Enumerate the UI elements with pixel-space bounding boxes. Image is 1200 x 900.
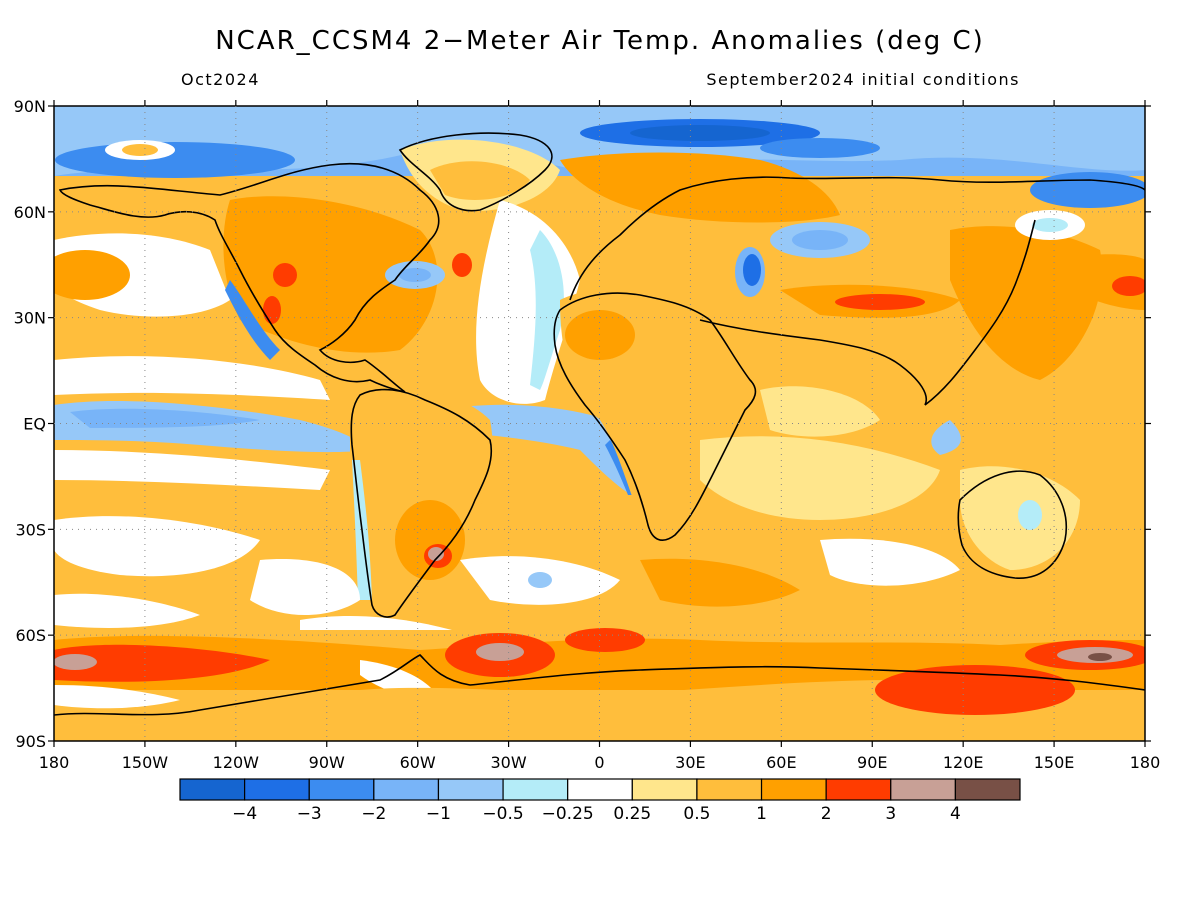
lon-tick-label: 120W — [213, 753, 260, 772]
colorbar-label: 1 — [756, 804, 767, 824]
lon-tick-label: 150W — [122, 753, 169, 772]
lon-tick-label: 150E — [1034, 753, 1075, 772]
colorbar-label: −0.5 — [482, 804, 523, 824]
lat-tick-label: 60S — [15, 626, 46, 645]
colorbar-label: −0.25 — [542, 804, 594, 824]
lat-tick-label: EQ — [23, 415, 46, 434]
initial-conditions-label: September2024 initial conditions — [706, 70, 1020, 89]
colorbar-label: −4 — [232, 804, 257, 824]
colorbar-swatch — [760, 778, 827, 801]
lon-tick-label: 0 — [594, 753, 604, 772]
colorbar-swatch — [954, 778, 1021, 801]
anomaly-field — [54, 106, 1145, 741]
figure-title: NCAR_CCSM4 2−Meter Air Temp. Anomalies (… — [215, 26, 985, 56]
colorbar: −4 −3 −2 −1 −0.5 −0.25 0.25 0.5 1 2 3 4 — [179, 778, 1021, 824]
lat-tick-label: 90S — [15, 732, 46, 751]
colorbar-swatch — [631, 778, 698, 801]
colorbar-label: −2 — [361, 804, 386, 824]
colorbar-swatch — [244, 778, 310, 801]
lat-tick-label: 30S — [15, 520, 46, 539]
colorbar-swatch — [308, 778, 375, 801]
colorbar-swatch — [179, 778, 246, 801]
colorbar-swatch — [890, 778, 956, 801]
colorbar-swatch — [437, 778, 504, 801]
lon-tick-label: 30W — [490, 753, 526, 772]
valid-month-label: Oct2024 — [181, 70, 260, 89]
colorbar-label: 4 — [950, 804, 961, 824]
lon-tick-label: 60W — [400, 753, 436, 772]
colorbar-label: 0.5 — [683, 804, 710, 824]
lat-tick-label: 90N — [14, 97, 46, 116]
colorbar-label: −1 — [426, 804, 451, 824]
lon-tick-label: 30E — [675, 753, 705, 772]
colorbar-label: −3 — [297, 804, 322, 824]
lat-tick-label: 60N — [14, 203, 46, 222]
colorbar-swatch — [825, 778, 892, 801]
colorbar-swatch — [696, 778, 763, 801]
lat-tick-label: 30N — [14, 309, 46, 328]
colorbar-swatch — [502, 778, 569, 801]
colorbar-swatch — [567, 778, 633, 801]
lon-tick-label: 180 — [1130, 753, 1161, 772]
longitude-labels: 180 150W 120W 90W 60W 30W 0 30E 60E 90E 120E 150E 18… — [39, 753, 1161, 772]
lon-tick-label: 60E — [766, 753, 796, 772]
latitude-labels: 90N 60N 30N EQ 30S 60S 90S — [14, 97, 46, 751]
coastlines — [54, 132, 1145, 716]
colorbar-label: 3 — [885, 804, 896, 824]
lon-tick-label: 90W — [309, 753, 345, 772]
axis-ticks — [48, 100, 1151, 747]
lon-tick-label: 90E — [857, 753, 887, 772]
lon-tick-label: 120E — [943, 753, 984, 772]
colorbar-label: 2 — [821, 804, 832, 824]
colorbar-label: 0.25 — [613, 804, 651, 824]
lon-tick-label: 180 — [39, 753, 70, 772]
colorbar-swatch — [373, 778, 440, 801]
